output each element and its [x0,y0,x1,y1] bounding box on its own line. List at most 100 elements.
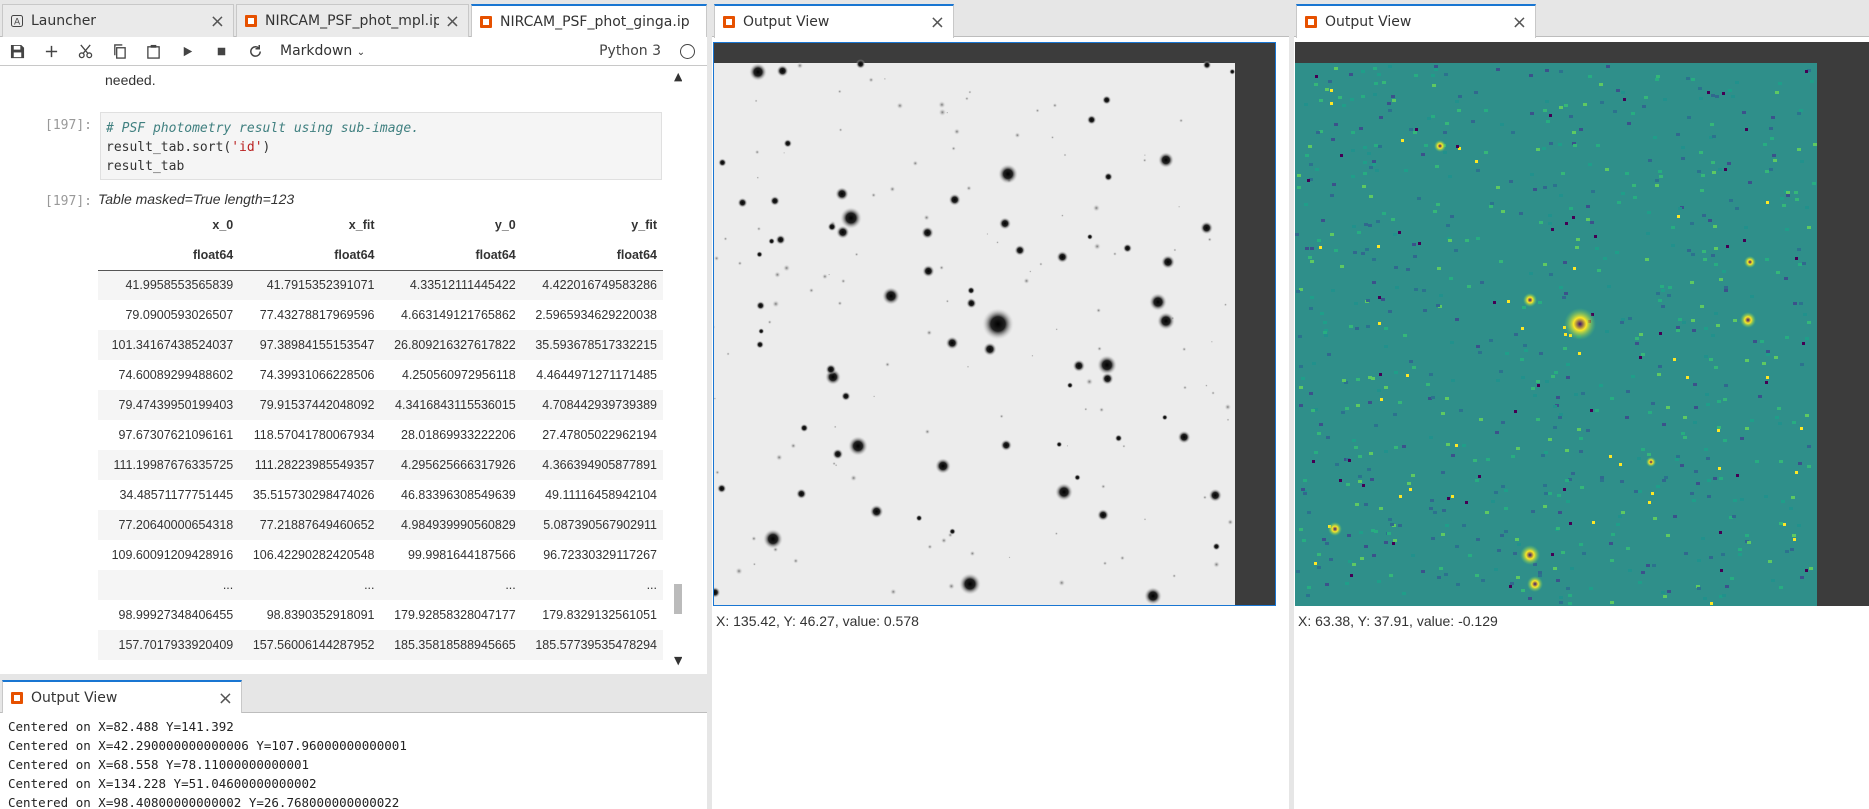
noise-pixel [1388,518,1392,521]
close-icon[interactable]: × [209,10,225,32]
noise-pixel [1352,225,1356,228]
noise-pixel [1357,231,1361,234]
scroll-down-icon[interactable]: ▼ [674,654,682,667]
code-cell[interactable]: # PSF photometry result using sub-image.… [100,112,662,180]
star-mark [1035,108,1040,113]
notebook-scrollbar[interactable]: ▲ ▼ [670,66,682,671]
noise-pixel [1409,128,1413,131]
scrollbar-thumb[interactable] [674,584,682,614]
noise-pixel [1576,238,1580,241]
noise-pixel [1404,169,1408,172]
noise-pixel [1658,299,1662,302]
noise-pixel [1445,524,1449,527]
close-icon[interactable]: × [217,687,233,709]
star-mark [1527,576,1543,592]
noise-pixel [1813,143,1817,146]
noise-pixel [1812,182,1816,185]
table-row: 79.0900593026507 77.43278817969596 4.66314… [98,300,663,330]
noise-pixel [1558,416,1562,419]
star-mark [1085,377,1094,386]
table-cell: 98.8390352918091 [266,608,375,622]
noise-pixel [1369,166,1373,169]
star-mark [758,328,765,335]
table-cell: 46.83396308549639 [401,488,516,502]
scroll-up-icon[interactable]: ▲ [674,70,682,83]
tab-output-view[interactable]: Output View × [2,680,242,714]
star-mark [1223,303,1228,307]
noise-pixel [1641,353,1645,356]
image-viewer-grayscale[interactable] [713,42,1276,606]
noise-pixel [1694,470,1698,473]
noise-pixel [1723,398,1727,401]
noise-pixel [1763,143,1767,146]
noise-pixel [1310,247,1314,250]
noise-pixel [1563,488,1566,491]
star-mark [1055,483,1073,501]
noise-pixel [1683,436,1687,439]
cell-type-value: Markdown [280,43,353,59]
star-mark [1149,293,1167,311]
close-icon[interactable]: × [1511,11,1527,33]
noise-pixel [1475,479,1479,482]
copy-button[interactable] [102,37,136,65]
noise-pixel [1617,201,1621,204]
noise-pixel [1777,407,1781,410]
star-mark [883,77,887,81]
noise-pixel [1626,547,1630,550]
noise-pixel [1330,89,1333,92]
table-cell: 4.250560972956118 [401,368,516,382]
scissors-icon [78,44,92,58]
noise-pixel [1363,146,1367,149]
log-line: Centered on X=82.488 Y=141.392 [8,719,234,734]
cut-button[interactable] [68,37,102,65]
paste-button[interactable] [136,37,170,65]
star-mark [1520,545,1540,565]
noise-pixel [1645,258,1649,261]
noise-pixel [1350,574,1353,577]
tab-notebook-mpl[interactable]: NIRCAM_PSF_phot_mpl.ipy × [236,4,469,37]
noise-pixel [1437,267,1441,270]
noise-pixel [1316,131,1320,134]
tab-notebook-ginga[interactable]: NIRCAM_PSF_phot_ginga.ip [471,4,707,38]
noise-pixel [1429,507,1433,510]
noise-pixel [1569,115,1573,118]
noise-pixel [1549,114,1552,117]
noise-pixel [1366,299,1370,302]
noise-pixel [1299,365,1303,368]
table-cell: 4.422016749583286 [521,270,663,300]
noise-pixel [1312,362,1316,365]
star-mark [1098,407,1105,413]
close-icon[interactable]: × [929,11,945,33]
noise-pixel [1740,437,1744,440]
star-mark [790,442,797,449]
noise-pixel [1684,552,1688,555]
tab-launcher[interactable]: A Launcher × [2,4,234,37]
noise-pixel [1687,116,1691,119]
noise-pixel [1590,409,1593,412]
noise-pixel [1517,543,1521,546]
restart-button[interactable] [238,37,272,65]
noise-pixel [1564,104,1568,107]
noise-pixel [1656,292,1660,295]
noise-pixel [1716,324,1720,327]
interrupt-button[interactable] [204,37,238,65]
run-button[interactable] [170,37,204,65]
tab-output-view[interactable]: Output View × [1296,4,1536,38]
noise-pixel [1683,416,1687,419]
noise-pixel [1348,459,1351,462]
noise-pixel [1455,545,1459,548]
star-mark [1050,135,1055,140]
close-icon[interactable]: × [444,10,460,32]
noise-pixel [1346,483,1350,486]
cell-type-select[interactable]: Markdown ⌄ [280,43,365,59]
image-viewer-viridis[interactable] [1295,42,1869,606]
noise-pixel [1361,95,1365,98]
noise-pixel [1533,394,1537,397]
noise-pixel [1303,492,1307,495]
tab-output-view[interactable]: Output View × [714,4,954,38]
noise-pixel [1504,489,1508,492]
insert-cell-button[interactable] [34,37,68,65]
noise-pixel [1721,553,1725,556]
kernel-name[interactable]: Python 3 [599,43,661,59]
save-button[interactable] [0,37,34,65]
